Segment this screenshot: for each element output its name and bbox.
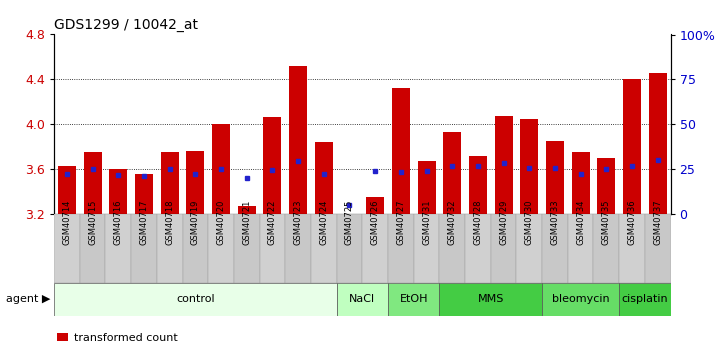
Text: GSM40732: GSM40732 — [448, 199, 456, 245]
Bar — [439, 214, 465, 283]
Bar — [572, 152, 590, 214]
Text: GSM40719: GSM40719 — [191, 199, 200, 245]
Bar — [80, 214, 105, 283]
Text: EtOH: EtOH — [399, 294, 428, 304]
Bar — [131, 214, 157, 283]
Text: GSM40718: GSM40718 — [165, 199, 174, 245]
Bar — [414, 214, 439, 283]
Bar — [263, 117, 281, 214]
Bar — [469, 156, 487, 214]
Bar — [286, 214, 311, 283]
Bar — [105, 214, 131, 283]
Bar — [161, 152, 179, 214]
Text: bleomycin: bleomycin — [552, 294, 609, 304]
Bar — [465, 214, 491, 283]
Bar — [54, 283, 337, 316]
Bar — [234, 214, 260, 283]
Bar — [619, 214, 645, 283]
Text: GSM40735: GSM40735 — [602, 199, 611, 245]
Bar — [315, 142, 333, 214]
Bar — [623, 79, 641, 214]
Bar — [645, 214, 671, 283]
Bar — [593, 214, 619, 283]
Bar — [58, 166, 76, 214]
Bar — [546, 141, 564, 214]
Text: GSM40731: GSM40731 — [422, 199, 431, 245]
Bar — [491, 214, 516, 283]
Bar — [157, 214, 182, 283]
Bar — [363, 214, 388, 283]
Text: GSM40729: GSM40729 — [499, 199, 508, 245]
Bar — [135, 174, 153, 214]
Text: GSM40714: GSM40714 — [63, 199, 71, 245]
Text: GSM40726: GSM40726 — [371, 199, 380, 245]
Text: GSM40730: GSM40730 — [525, 199, 534, 245]
Text: GSM40727: GSM40727 — [397, 199, 405, 245]
Bar — [542, 283, 619, 316]
Bar — [388, 214, 414, 283]
Bar — [212, 124, 230, 214]
Bar — [337, 214, 363, 283]
Bar — [311, 214, 337, 283]
Text: GSM40724: GSM40724 — [319, 199, 328, 245]
Text: GSM40728: GSM40728 — [474, 199, 482, 245]
Bar — [568, 214, 593, 283]
Bar — [182, 214, 208, 283]
Bar — [84, 152, 102, 214]
Legend: transformed count, percentile rank within the sample: transformed count, percentile rank withi… — [53, 328, 266, 345]
Bar — [417, 161, 435, 214]
Text: GSM40725: GSM40725 — [345, 199, 354, 245]
Bar — [110, 169, 128, 214]
Bar — [521, 119, 539, 214]
Bar — [392, 88, 410, 214]
Text: cisplatin: cisplatin — [622, 294, 668, 304]
Bar — [388, 283, 439, 316]
Text: GSM40715: GSM40715 — [88, 199, 97, 245]
Bar — [54, 214, 80, 283]
Text: GSM40723: GSM40723 — [293, 199, 303, 245]
Bar — [337, 283, 388, 316]
Text: GSM40734: GSM40734 — [576, 199, 585, 245]
Text: GSM40737: GSM40737 — [653, 199, 662, 245]
Bar — [495, 116, 513, 214]
Text: GSM40721: GSM40721 — [242, 199, 251, 245]
Bar — [649, 72, 667, 214]
Text: GSM40720: GSM40720 — [216, 199, 226, 245]
Bar — [439, 283, 542, 316]
Bar — [516, 214, 542, 283]
Text: GSM40717: GSM40717 — [139, 199, 149, 245]
Text: NaCl: NaCl — [349, 294, 376, 304]
Bar — [443, 132, 461, 214]
Bar — [619, 283, 671, 316]
Bar — [289, 66, 307, 214]
Bar — [542, 214, 568, 283]
Bar — [238, 206, 256, 214]
Text: GSM40716: GSM40716 — [114, 199, 123, 245]
Text: GSM40736: GSM40736 — [627, 199, 637, 245]
Text: control: control — [176, 294, 215, 304]
Bar — [186, 151, 204, 214]
Text: GSM40733: GSM40733 — [550, 199, 559, 245]
Bar — [260, 214, 286, 283]
Bar — [208, 214, 234, 283]
Text: GDS1299 / 10042_at: GDS1299 / 10042_at — [54, 18, 198, 32]
Text: GSM40722: GSM40722 — [268, 199, 277, 245]
Text: agent ▶: agent ▶ — [6, 294, 50, 304]
Bar — [597, 158, 615, 214]
Text: MMS: MMS — [477, 294, 504, 304]
Bar — [366, 197, 384, 214]
